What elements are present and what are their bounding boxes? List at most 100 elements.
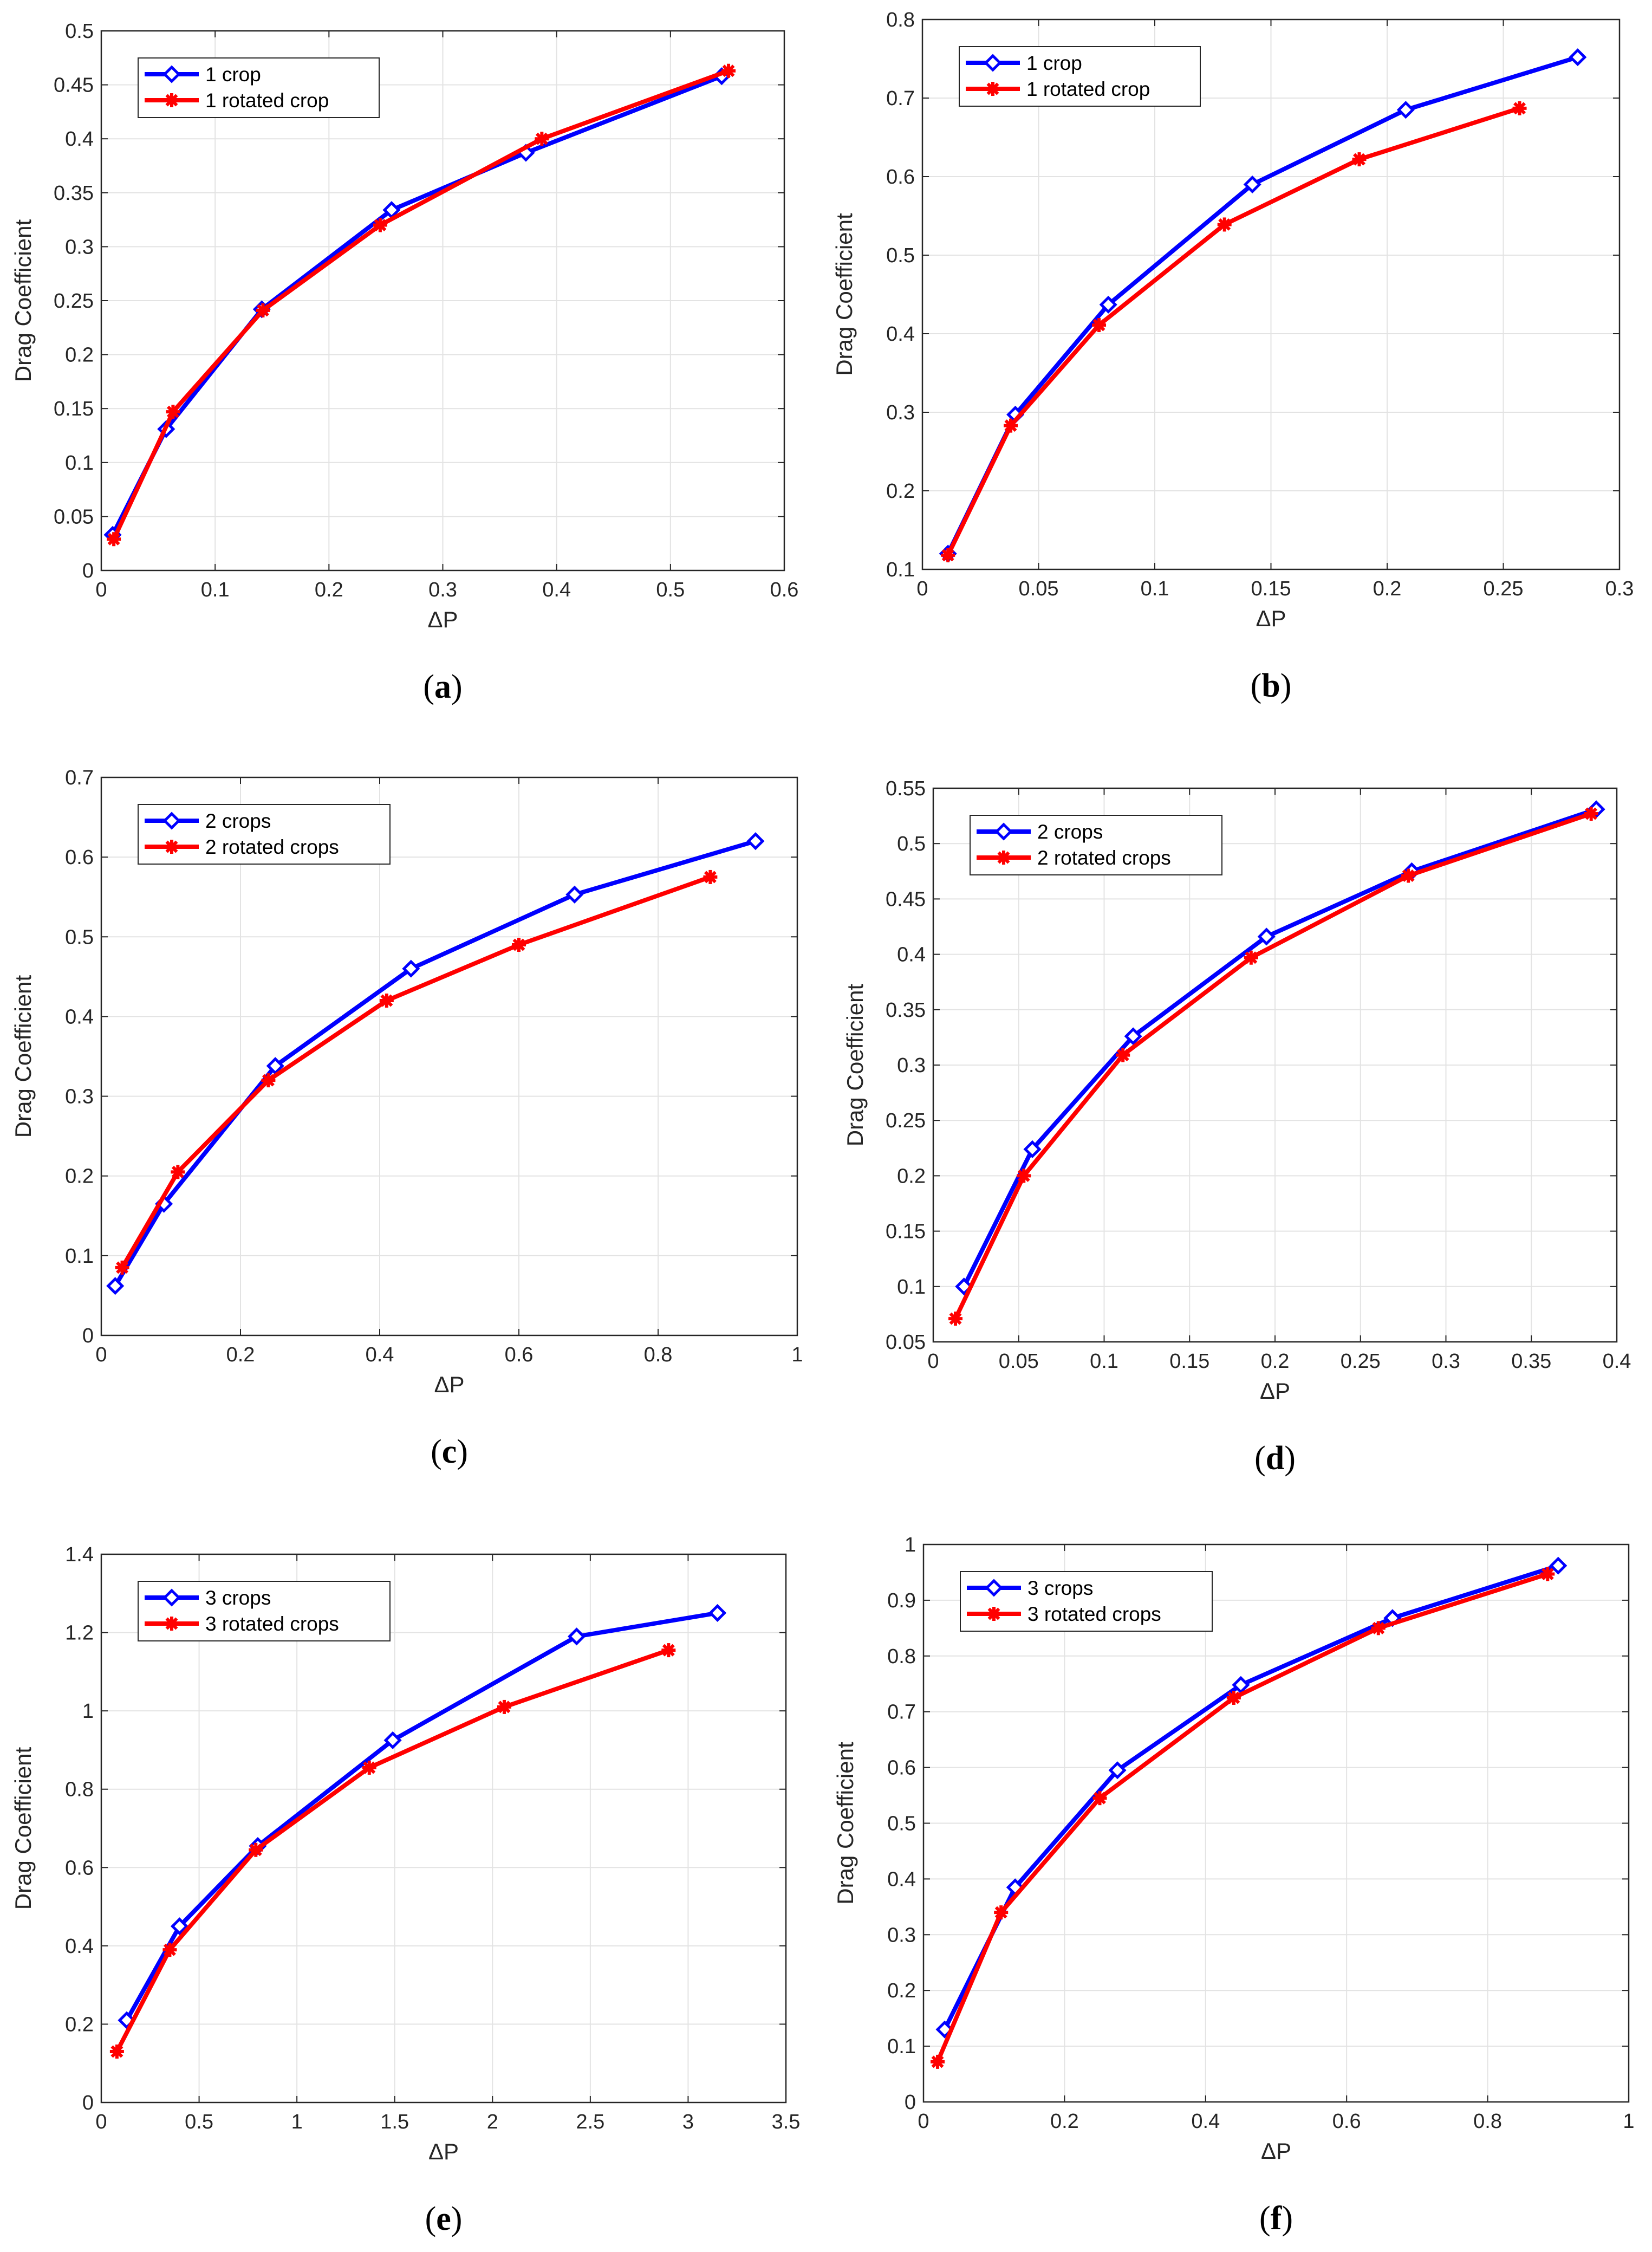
legend-marker-star [165,1617,179,1631]
data-point-diamond [383,1731,402,1749]
panel-caption: (d) [1254,1440,1296,1477]
y-tick-label: 0 [82,1325,94,1347]
y-tick-label: 0.45 [54,74,94,97]
y-tick-label: 0.25 [886,1109,926,1132]
data-point-diamond [106,1277,125,1295]
legend-box [960,1571,1213,1632]
data-point-star [109,2045,124,2059]
y-tick-label: 0.4 [65,1935,94,1958]
data-point-star [1092,1791,1107,1806]
x-tick-label: 0.8 [1473,2110,1502,2133]
x-tick-label: 0.2 [1050,2110,1079,2133]
y-tick-label: 0 [905,2091,916,2114]
data-point-star [1116,1048,1130,1062]
legend-label-1: 3 crops [1027,1577,1093,1599]
data-point-star [1584,807,1598,821]
x-tick-label: 0.3 [428,579,457,601]
x-tick-label: 0.2 [315,579,343,601]
legend-label-1: 3 crops [205,1587,271,1609]
series-line-2 [935,1572,1549,2063]
series-line-1 [113,839,757,1287]
y-tick-label: 0.8 [887,1645,916,1668]
y-tick-label: 0.15 [886,1221,926,1243]
y-tick-label: 0.6 [65,846,94,869]
data-point-diamond [1569,48,1587,67]
x-tick-label: 0.25 [1484,577,1524,600]
data-point-diamond [746,832,765,851]
data-point-star [1244,950,1258,965]
y-tick-label: 0.5 [65,20,94,43]
y-tick-label: 0.6 [65,1857,94,1879]
data-point-star [1226,1690,1241,1705]
y-tick-label: 0.1 [65,452,94,475]
panel-caption: (e) [425,2201,463,2237]
x-tick-label: 0.2 [1261,1350,1290,1373]
data-point-diamond [1124,1027,1142,1046]
data-point-star [115,1260,129,1275]
data-point-diamond [1257,927,1276,946]
x-tick-label: 0.35 [1511,1350,1551,1373]
x-axis-label: ΔP [428,2139,459,2164]
y-tick-label: 0.3 [897,1054,926,1077]
x-tick-label: 0.3 [1432,1350,1460,1373]
y-tick-label: 0.3 [886,401,915,424]
legend-marker-star [165,840,179,854]
legend-marker-star [987,1607,1001,1621]
x-tick-label: 1.5 [380,2111,409,2133]
y-axis-label: Drag Coefficient [10,1747,36,1910]
y-tick-label: 0.8 [886,9,915,31]
panel-caption: (b) [1251,667,1292,704]
data-point-star [703,869,718,884]
x-tick-label: 0.3 [1605,577,1634,600]
legend-label-1: 2 crops [1037,821,1103,843]
data-point-star [162,1943,177,1957]
y-tick-label: 0.1 [897,1276,926,1299]
x-tick-label: 0 [916,577,928,600]
panel-caption: (c) [431,1433,468,1470]
legend-marker-star [997,851,1011,865]
legend-marker-diamond [984,54,1002,72]
data-point-star [107,532,121,547]
legend-box [138,804,391,865]
data-point-star [1540,1567,1555,1581]
x-axis-label: ΔP [427,607,458,632]
x-tick-label: 3 [682,2111,694,2133]
data-point-diamond [266,1057,284,1075]
y-axis-label: Drag Coefficient [831,213,857,376]
data-point-star [931,2054,945,2069]
legend-label-2: 2 rotated crops [1037,847,1171,869]
legend-label-2: 3 rotated crops [205,1613,339,1635]
plot-area [101,777,797,1335]
y-axis-label: Drag Coefficient [10,219,36,382]
y-tick-label: 0.4 [886,323,915,346]
y-tick-label: 0.15 [54,398,94,420]
y-tick-label: 0.6 [887,1757,916,1780]
data-point-star [948,1312,963,1326]
y-tick-label: 0.5 [887,1813,916,1835]
data-point-diamond [1108,1761,1127,1780]
y-tick-label: 0.5 [897,833,926,855]
series-line-2 [953,812,1592,1320]
y-tick-label: 0.6 [886,166,915,189]
x-axis-label: ΔP [1256,606,1286,631]
data-point-star [256,303,270,317]
panel-caption: (f) [1259,2200,1293,2237]
data-point-star [497,1699,511,1714]
y-tick-label: 0.2 [65,344,94,367]
x-tick-label: 0.2 [226,1344,255,1366]
y-tick-label: 0.4 [897,944,926,966]
chart-panel-a: 0 0.1 0.2 0.3 0.4 0.5 0.6 0 0.05 0.1 0.15 0.2 0.25 0.… [10,20,798,705]
series-line-2 [115,1648,669,2053]
y-tick-label: 0.4 [65,1005,94,1028]
y-tick-label: 1.4 [65,1543,94,1566]
data-point-star [1371,1621,1386,1636]
y-axis-label: Drag Coefficient [832,1742,858,1905]
data-point-diamond [565,885,584,904]
data-point-star [1004,418,1018,433]
y-tick-label: 0.8 [65,1779,94,1801]
y-tick-label: 0.2 [886,480,915,503]
y-tick-label: 0 [82,560,94,582]
axes-box [100,1553,787,2104]
x-tick-label: 0.1 [1090,1350,1118,1373]
